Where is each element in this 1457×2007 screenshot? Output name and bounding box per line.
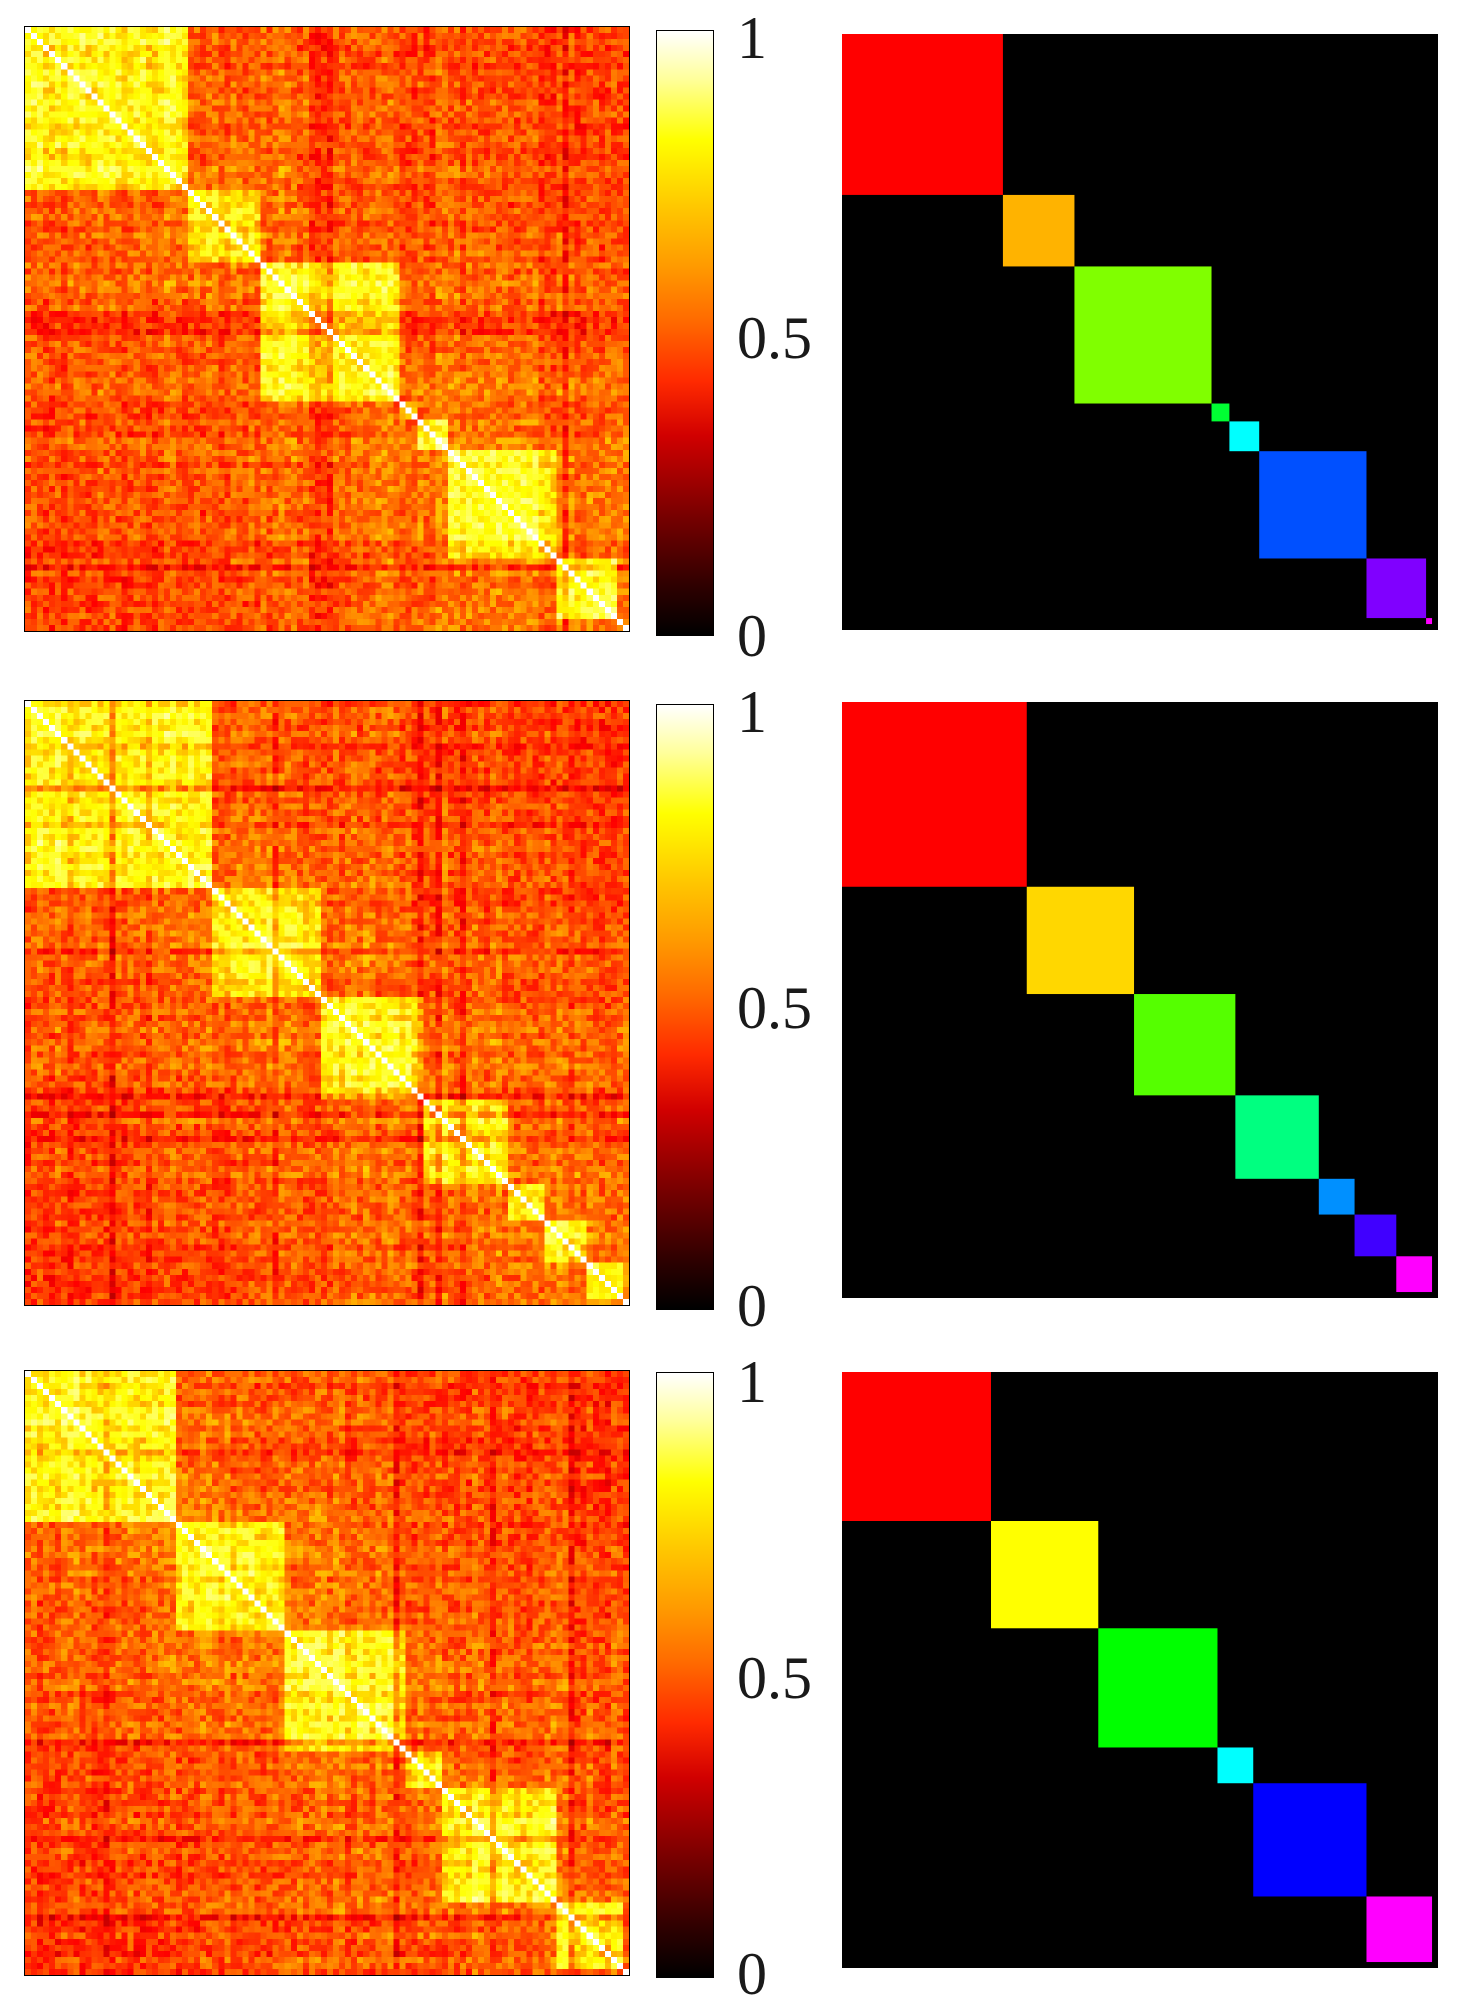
cluster-matrix-3	[842, 1372, 1438, 1968]
cluster-blocks-svg-1	[842, 34, 1433, 625]
cluster-block-2	[1026, 886, 1135, 995]
colorbar-3-tick-mid: 0.5	[737, 1645, 812, 1711]
colorbar-2-tick-mid: 0.5	[737, 975, 812, 1041]
cluster-block-4	[1235, 1095, 1319, 1179]
cluster-block-3	[1074, 266, 1212, 404]
heatmap-canvas-1	[25, 27, 629, 631]
cluster-block-3	[1098, 1628, 1218, 1748]
colorbar-2-tick-min: 0	[737, 1273, 767, 1339]
colorbar-1	[656, 30, 714, 636]
cluster-block-5	[1229, 421, 1260, 452]
heatmap-canvas-2	[25, 701, 629, 1305]
cluster-matrix-2	[842, 702, 1438, 1298]
cluster-block-2	[991, 1521, 1099, 1629]
cluster-block-7	[1396, 1256, 1433, 1293]
colorbar-3-tick-max: 1	[737, 1349, 767, 1415]
cluster-block-4	[1211, 403, 1230, 422]
cluster-block-3	[1134, 994, 1236, 1096]
cluster-block-5	[1318, 1178, 1355, 1215]
cluster-block-1	[842, 702, 1027, 887]
cluster-block-6	[1366, 1896, 1433, 1963]
cluster-blocks-svg-2	[842, 702, 1433, 1293]
colorbar-3-tick-min: 0	[737, 1941, 767, 2007]
similarity-heatmap-3	[24, 1370, 630, 1976]
cluster-block-1	[842, 34, 1003, 195]
cluster-block-2	[1002, 194, 1075, 267]
colorbar-2-tick-max: 1	[737, 679, 767, 745]
cluster-block-6	[1259, 451, 1367, 559]
cluster-blocks-svg-3	[842, 1372, 1433, 1963]
cluster-block-1	[842, 1372, 991, 1521]
cluster-block-8	[1426, 618, 1433, 625]
colorbar-3	[656, 1372, 714, 1978]
cluster-block-5	[1253, 1783, 1367, 1897]
heatmap-canvas-3	[25, 1371, 629, 1975]
colorbar-1-tick-max: 1	[737, 5, 767, 71]
similarity-heatmap-1	[24, 26, 630, 632]
similarity-heatmap-2	[24, 700, 630, 1306]
cluster-block-6	[1354, 1214, 1397, 1257]
colorbar-1-tick-mid: 0.5	[737, 305, 812, 371]
cluster-block-7	[1366, 558, 1427, 619]
colorbar-1-tick-min: 0	[737, 603, 767, 669]
cluster-block-4	[1217, 1747, 1254, 1784]
cluster-matrix-1	[842, 34, 1438, 630]
colorbar-2	[656, 704, 714, 1310]
